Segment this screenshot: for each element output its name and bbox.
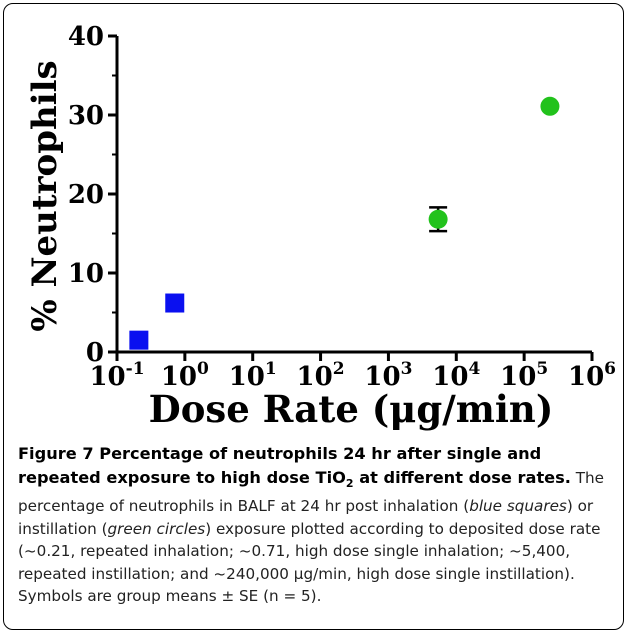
data-point-circle <box>428 209 448 229</box>
x-tick-label: 103 <box>364 359 412 392</box>
data-point-circle <box>540 96 560 116</box>
y-tick-label: 10 <box>68 259 104 289</box>
data-marks <box>129 96 560 350</box>
x-tick-label: 105 <box>500 359 548 392</box>
x-tick-label: 102 <box>297 359 345 392</box>
y-axis-label: % Neutrophils <box>25 60 65 331</box>
x-tick-label: 10-1 <box>89 359 144 392</box>
y-tick-label: 40 <box>68 22 104 52</box>
chart: 0 10 20 30 40 10-1 100 101 102 103 104 105 106 Dose … <box>25 22 616 431</box>
caption-title: Figure 7 Percentage of neutrophils 24 hr… <box>18 444 571 490</box>
x-tick-label: 100 <box>161 359 209 392</box>
figure-frame <box>3 3 624 630</box>
caption-body: The percentage of neutrophils in BALF at… <box>18 468 605 606</box>
x-tick-label: 104 <box>432 359 480 392</box>
data-point-square <box>129 330 149 350</box>
data-point-square <box>165 293 185 313</box>
figure-caption: Figure 7 Percentage of neutrophils 24 hr… <box>18 442 614 608</box>
axes <box>115 36 592 354</box>
ticks: 0 10 20 30 40 10-1 100 101 102 103 104 105 106 <box>68 22 616 392</box>
y-tick-label: 0 <box>86 338 104 368</box>
x-tick-label: 101 <box>229 359 277 392</box>
y-tick-label: 30 <box>68 101 104 131</box>
y-tick-label: 20 <box>68 180 104 210</box>
x-axis-label: Dose Rate (μg/min) <box>149 387 554 431</box>
x-tick-label: 106 <box>568 359 616 392</box>
